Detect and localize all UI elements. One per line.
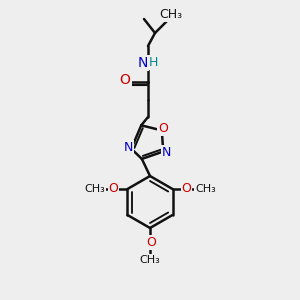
Text: CH₃: CH₃ bbox=[140, 255, 160, 265]
Text: CH₃: CH₃ bbox=[84, 184, 105, 194]
Text: O: O bbox=[182, 182, 191, 194]
Text: O: O bbox=[158, 122, 168, 135]
Text: N: N bbox=[162, 146, 171, 159]
Text: CH₃: CH₃ bbox=[159, 8, 183, 20]
Text: H: H bbox=[148, 56, 158, 68]
Text: O: O bbox=[109, 182, 118, 194]
Text: N: N bbox=[124, 141, 133, 154]
Text: N: N bbox=[138, 56, 148, 70]
Text: CH₃: CH₃ bbox=[195, 184, 216, 194]
Text: O: O bbox=[120, 73, 130, 87]
Text: O: O bbox=[146, 236, 156, 248]
